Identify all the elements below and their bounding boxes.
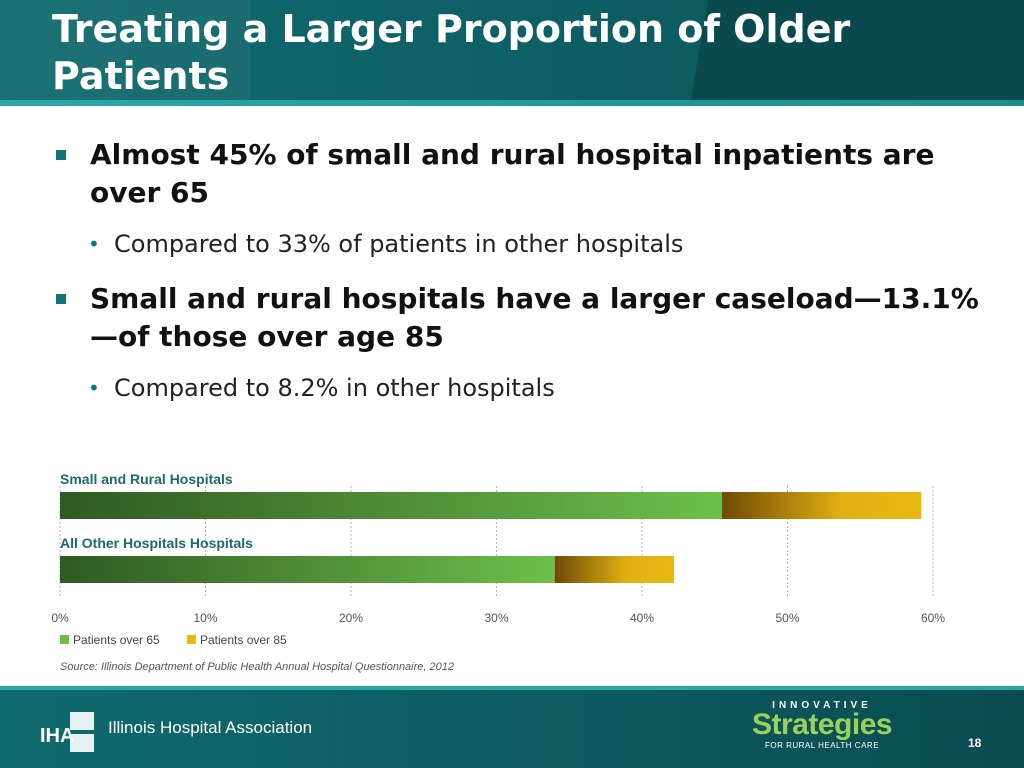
page-number: 18 <box>968 736 982 750</box>
banner-panel <box>0 0 250 106</box>
category-label: Small and Rural Hospitals <box>60 471 233 487</box>
square-bullet-icon <box>56 294 66 304</box>
x-tick-label: 20% <box>339 611 363 625</box>
sub-bullet-item: • Compared to 33% of patients in other h… <box>52 228 982 260</box>
x-tick-label: 60% <box>921 611 945 625</box>
bar-segment <box>60 492 723 519</box>
stacked-bar-chart: 0% 10% 20% 30% 40% 50% 60% Small and Rural Hosp… <box>51 471 945 673</box>
bullet-item: Small and rural hospitals have a larger … <box>52 280 982 356</box>
chart-source: Source: Illinois Department of Public He… <box>60 661 454 673</box>
banner-stripe <box>0 100 1024 106</box>
bar-segment <box>554 556 675 583</box>
category-label: All Other Hospitals Hospitals <box>60 535 253 551</box>
bullet-list: Almost 45% of small and rural hospital i… <box>52 136 982 404</box>
x-tick-label: 10% <box>193 611 217 625</box>
title-banner: Treating a Larger Proportion of Older Pa… <box>0 0 1024 106</box>
iha-abbr: IHA <box>40 725 74 747</box>
legend-label: Patients over 85 <box>200 633 287 647</box>
footer-stripe <box>0 686 1024 690</box>
legend-label: Patients over 65 <box>73 633 160 647</box>
footer-band <box>0 686 1024 768</box>
legend-swatch <box>60 635 69 644</box>
slide-title: Treating a Larger Proportion of Older Pa… <box>52 7 851 98</box>
org-name: Illinois Hospital Association <box>108 718 313 737</box>
brand-main: Strategies <box>752 708 893 741</box>
x-tick-label: 50% <box>775 611 799 625</box>
x-tick-label: 0% <box>51 611 69 625</box>
brand-top: INNOVATIVE <box>772 700 872 711</box>
square-bullet-icon <box>56 150 66 160</box>
round-bullet-icon: • <box>88 376 100 400</box>
bullet-text: Small and rural hospitals have a larger … <box>90 282 979 353</box>
bullet-item: Almost 45% of small and rural hospital i… <box>52 136 982 212</box>
innovative-strategies-logo: INNOVATIVE Strategies FOR RURAL HEALTH C… <box>752 700 893 750</box>
banner-panel-dark <box>690 0 1024 106</box>
legend-swatch <box>187 635 196 644</box>
sub-bullet-text: Compared to 8.2% in other hospitals <box>114 374 555 402</box>
bar-segment <box>722 492 922 519</box>
sub-bullet-text: Compared to 33% of patients in other hos… <box>114 230 684 258</box>
sub-bullet-item: • Compared to 8.2% in other hospitals <box>52 372 982 404</box>
iha-logo: IHA <box>40 712 94 752</box>
bar-segment <box>60 556 555 583</box>
x-tick-label: 40% <box>630 611 654 625</box>
bullet-text: Almost 45% of small and rural hospital i… <box>90 138 935 209</box>
x-tick-label: 30% <box>484 611 508 625</box>
round-bullet-icon: • <box>88 232 100 256</box>
brand-tag: FOR RURAL HEALTH CARE <box>764 741 880 750</box>
